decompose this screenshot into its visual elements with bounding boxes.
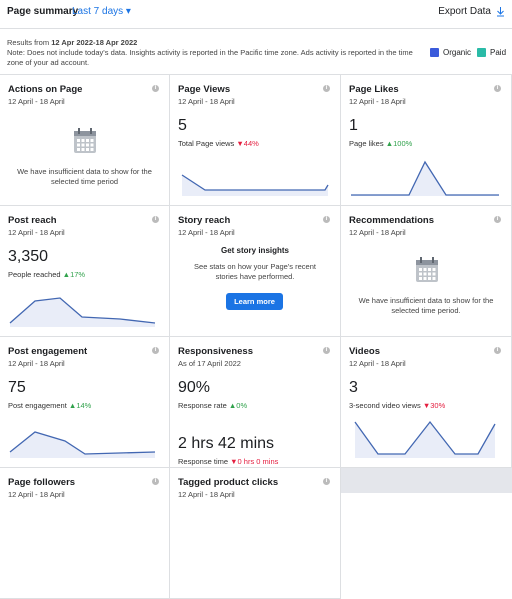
info-icon[interactable]: i <box>152 478 159 485</box>
card-date: 12 April - 18 April <box>178 490 235 499</box>
card-date: As of 17 April 2022 <box>178 359 241 368</box>
stat-line: People reached ▲17% <box>8 270 85 279</box>
stat-line: Response time ▼0 hrs 0 mins <box>178 457 278 466</box>
stat-line: Total Page views ▼44% <box>178 139 259 148</box>
stat-metric: Response rate <box>178 401 227 410</box>
sparkline <box>181 174 329 196</box>
card-date: 12 April - 18 April <box>8 490 65 499</box>
stat-line: Page likes ▲100% <box>349 139 412 148</box>
card: Page followers 12 April - 18 April i <box>0 468 170 599</box>
stat-value: 5 <box>178 117 187 134</box>
note: Note: Does not include today's data. Ins… <box>7 48 413 67</box>
stat-line: Response rate ▲0% <box>178 401 247 410</box>
stat-change: ▼30% <box>422 401 446 410</box>
card-title: Recommendations <box>349 215 434 226</box>
stat-change: ▲100% <box>385 139 413 148</box>
page: Page summary Last 7 days ▾ Export Data R… <box>0 6 512 599</box>
sparkline <box>9 431 156 458</box>
export-data[interactable]: Export Data <box>438 6 491 17</box>
sparkline <box>351 160 499 196</box>
card-date: 12 April - 18 April <box>178 97 235 106</box>
sparkline <box>354 420 496 458</box>
download-icon[interactable] <box>496 6 505 17</box>
stat-value: 75 <box>8 379 26 396</box>
card: Responsiveness As of 17 April 2022 i 90% Res… <box>170 337 341 468</box>
card: Recommendations 12 April - 18 April i We ha… <box>341 206 512 337</box>
insufficient-message: We have insufficient data to show for th… <box>358 296 494 315</box>
card-date: 12 April - 18 April <box>349 228 406 237</box>
info-icon[interactable]: i <box>323 216 330 223</box>
stat-value: 3,350 <box>8 248 49 265</box>
info-icon[interactable]: i <box>494 85 501 92</box>
range-prefix: Results from <box>7 38 50 47</box>
card: Actions on Page 12 April - 18 April i We ha… <box>0 75 170 206</box>
card: Page Likes 12 April - 18 April i 1 Page like… <box>341 75 512 206</box>
info-icon[interactable]: i <box>152 216 159 223</box>
stat-value: 1 <box>349 117 358 134</box>
card-date: 12 April - 18 April <box>178 228 235 237</box>
card-grid: Actions on Page 12 April - 18 April i We ha… <box>0 74 512 599</box>
card-title: Page Views <box>178 84 231 95</box>
card: Post reach 12 April - 18 April i 3,350 Peopl… <box>0 206 170 337</box>
info-icon[interactable]: i <box>323 478 330 485</box>
card-title: Page followers <box>8 477 76 488</box>
stat-line: 3-second video views ▼30% <box>349 401 445 410</box>
info-icon[interactable]: i <box>494 347 501 354</box>
card: Post engagement 12 April - 18 April i 75 Pos… <box>0 337 170 468</box>
stat-value: 3 <box>349 379 358 396</box>
info-icon[interactable]: i <box>152 347 159 354</box>
card-title: Page Likes <box>349 84 399 95</box>
card-title: Post reach <box>8 215 57 226</box>
paid-swatch <box>477 48 486 57</box>
card-date: 12 April - 18 April <box>8 97 65 106</box>
card-title: Story reach <box>178 215 231 226</box>
period-select[interactable]: Last 7 days ▾ <box>72 6 131 17</box>
stat-metric: Post engagement <box>8 401 67 410</box>
stat-change: ▲14% <box>68 401 92 410</box>
range: 12 Apr 2022-18 Apr 2022 <box>51 38 138 47</box>
stat-value: 90% <box>178 379 211 396</box>
card-title: Videos <box>349 346 380 357</box>
legend-organic: Organic <box>443 48 472 57</box>
card-date: 12 April - 18 April <box>8 228 65 237</box>
card-title: Responsiveness <box>178 346 253 357</box>
card: Tagged product clicks 12 April - 18 April… <box>170 468 341 599</box>
story-heading: Get story insights <box>220 246 289 255</box>
stat-change: ▲0% <box>228 401 248 410</box>
card: Videos 12 April - 18 April i 3 3-second vide… <box>341 337 512 468</box>
calendar-icon <box>74 128 96 153</box>
info-icon[interactable]: i <box>494 216 501 223</box>
organic-swatch <box>430 48 439 57</box>
legend-paid: Paid <box>490 48 507 57</box>
learn-more-button[interactable]: Learn more <box>226 293 283 310</box>
stat-metric: Response time <box>178 457 229 466</box>
card-title: Tagged product clicks <box>178 477 279 488</box>
calendar-icon <box>415 257 438 282</box>
info-icon[interactable]: i <box>323 85 330 92</box>
info-icon[interactable]: i <box>323 347 330 354</box>
sparkline <box>9 297 156 327</box>
results-range: Results from 12 Apr 2022-18 Apr 2022 <box>7 38 137 47</box>
story-text: See stats on how your Page's recent stor… <box>194 262 316 281</box>
info-icon[interactable]: i <box>152 85 159 92</box>
stat-line: Post engagement ▲14% <box>8 401 91 410</box>
card: Page Views 12 April - 18 April i 5 Total Pag… <box>170 75 341 206</box>
insufficient-message: We have insufficient data to show for th… <box>17 167 152 186</box>
card-date: 12 April - 18 April <box>8 359 65 368</box>
stat-change: ▼0 hrs 0 mins <box>230 457 279 466</box>
stat-value: 2 hrs 42 mins <box>178 435 275 452</box>
stat-metric: Total Page views <box>178 139 235 148</box>
card: Story reach 12 April - 18 April i Get story… <box>170 206 341 337</box>
card-date: 12 April - 18 April <box>349 359 406 368</box>
card-title: Actions on Page <box>8 84 83 95</box>
stat-metric: People reached <box>8 270 61 279</box>
divider <box>0 28 512 29</box>
stat-change: ▲17% <box>62 270 86 279</box>
stat-change: ▼44% <box>236 139 259 148</box>
card-title: Post engagement <box>8 346 88 357</box>
stat-metric: Page likes <box>349 139 384 148</box>
card-date: 12 April - 18 April <box>349 97 406 106</box>
stat-metric: 3-second video views <box>349 401 421 410</box>
page-title: Page summary <box>7 6 79 17</box>
